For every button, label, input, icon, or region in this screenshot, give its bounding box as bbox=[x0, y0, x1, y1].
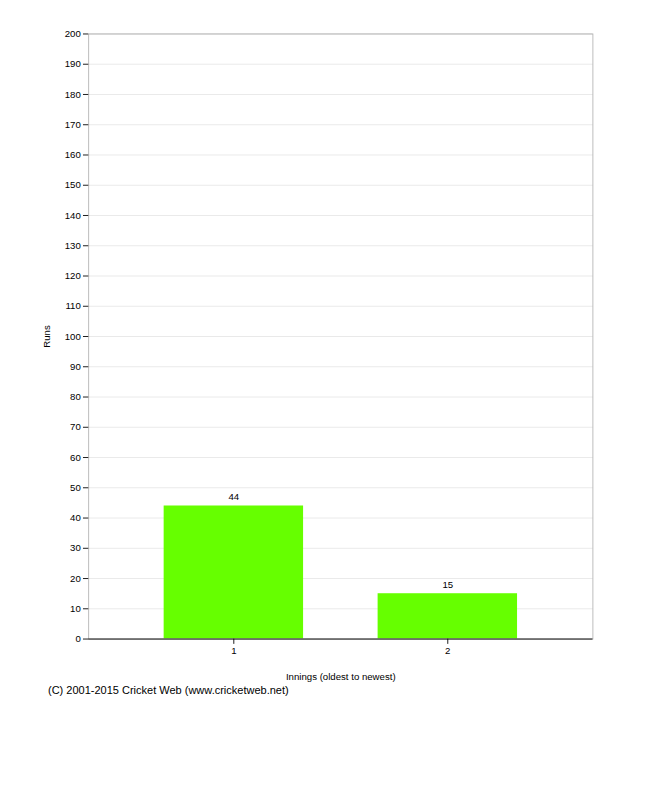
svg-text:150: 150 bbox=[65, 179, 81, 190]
svg-text:Innings (oldest to newest): Innings (oldest to newest) bbox=[286, 671, 396, 682]
svg-text:110: 110 bbox=[65, 300, 80, 311]
svg-text:44: 44 bbox=[228, 491, 239, 502]
svg-text:170: 170 bbox=[65, 119, 81, 130]
svg-text:180: 180 bbox=[65, 89, 81, 100]
svg-text:15: 15 bbox=[442, 579, 453, 590]
svg-text:160: 160 bbox=[65, 149, 81, 160]
svg-text:20: 20 bbox=[70, 573, 81, 584]
svg-text:30: 30 bbox=[70, 542, 81, 553]
svg-text:50: 50 bbox=[70, 482, 81, 493]
svg-text:60: 60 bbox=[70, 452, 81, 463]
svg-text:1: 1 bbox=[231, 645, 236, 656]
svg-text:140: 140 bbox=[65, 210, 81, 221]
svg-text:130: 130 bbox=[65, 240, 81, 251]
svg-text:40: 40 bbox=[70, 512, 81, 523]
svg-text:80: 80 bbox=[70, 391, 81, 402]
svg-text:2: 2 bbox=[445, 645, 450, 656]
svg-text:90: 90 bbox=[70, 361, 81, 372]
svg-text:200: 200 bbox=[65, 28, 81, 39]
svg-text:190: 190 bbox=[65, 58, 81, 69]
svg-text:10: 10 bbox=[70, 603, 81, 614]
svg-text:Runs: Runs bbox=[41, 325, 52, 348]
svg-text:120: 120 bbox=[65, 270, 81, 281]
svg-text:70: 70 bbox=[70, 421, 81, 432]
svg-text:0: 0 bbox=[75, 633, 80, 644]
svg-text:100: 100 bbox=[65, 331, 81, 342]
html-text:(C) 2001-2015 Cricket Web (www: (C) 2001-2015 Cricket Web (www.cricketwe… bbox=[48, 684, 289, 697]
